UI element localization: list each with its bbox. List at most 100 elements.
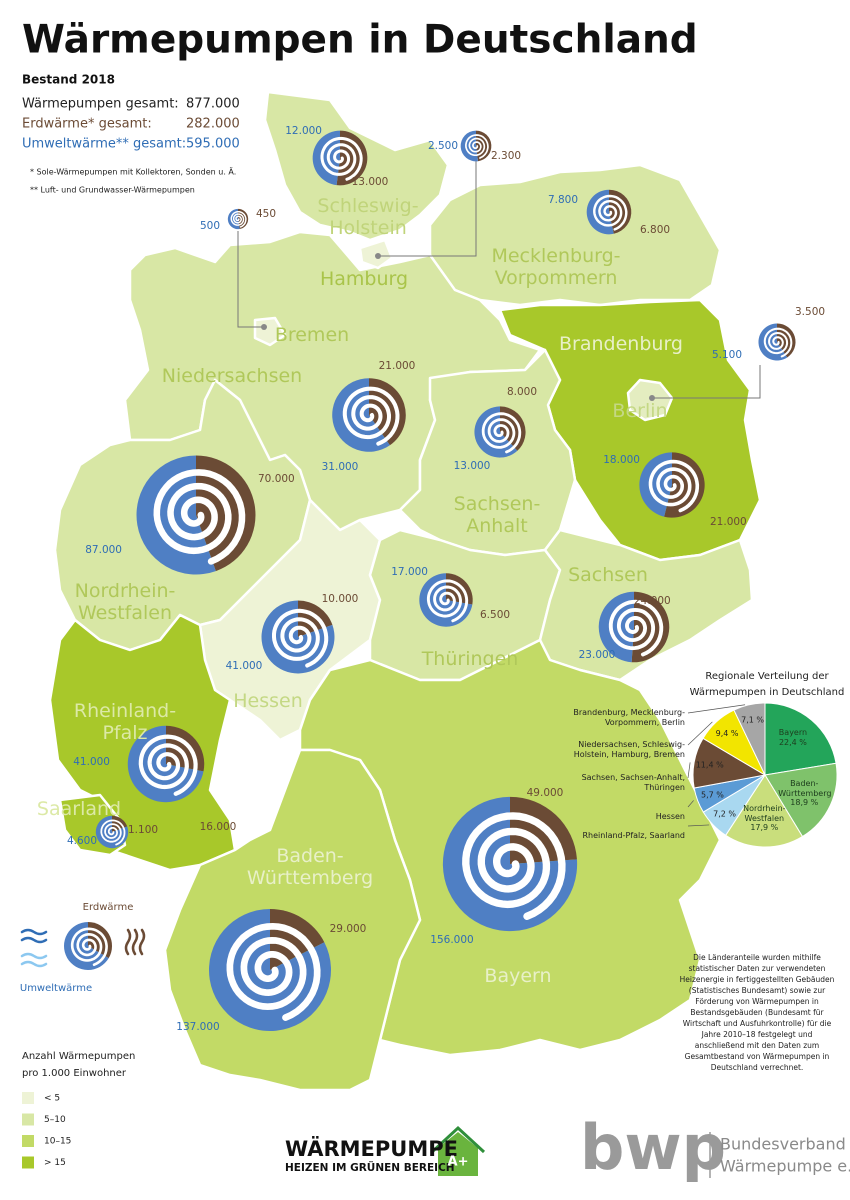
pie-value-label: 7,2 %	[713, 809, 736, 818]
pie-label: Nordrhein-Westfalen 17,9 %	[738, 804, 790, 833]
legend-class-label: 10–15	[44, 1137, 71, 1147]
wave-icon	[20, 928, 48, 936]
state-pie	[332, 378, 406, 452]
umwelt-label: 31.000	[322, 461, 359, 473]
state-pie	[227, 208, 249, 230]
pie-value-label: 18,9 %	[790, 798, 819, 808]
legend-swatch	[22, 1156, 34, 1169]
state-name: Bremen	[274, 324, 350, 346]
erd-label: 29.000	[330, 923, 367, 935]
state-name: Berlin	[612, 400, 668, 422]
leader-lines	[237, 158, 761, 401]
pie-category: Brandenburg, Mecklenburg-Vorpommern, Ber…	[573, 708, 685, 727]
campaign-badge: A+	[448, 1155, 469, 1170]
umwelt-label: 41.000	[73, 756, 110, 768]
pie-spiral	[100, 819, 126, 846]
umwelt-label: 500	[200, 220, 220, 232]
bwp-name: Wärmepumpe e.V.	[720, 1157, 850, 1176]
legend-erdwaerme: Erdwärme	[83, 902, 134, 913]
pie-category: Niedersachsen, Schleswig-Holstein, Hambu…	[573, 740, 685, 759]
pie-spiral	[230, 210, 247, 228]
pie-label: Baden-Württemberg 18,9 %	[778, 779, 831, 808]
pie-slice	[733, 702, 766, 776]
total-value: 877.000	[186, 97, 240, 112]
umwelt-label: 2.500	[428, 140, 458, 152]
legend-title: Anzahl Wärmepumpen pro 1.000 Einwohner	[22, 1051, 136, 1079]
pie-category: Bayern	[778, 728, 808, 738]
state-pie	[312, 130, 368, 186]
legend-swatch	[22, 1113, 34, 1126]
leader-line	[378, 158, 477, 257]
erd-label: 6.800	[640, 224, 670, 236]
erd-label: 21.000	[710, 516, 747, 528]
state-name: Brandenburg	[559, 333, 683, 355]
umwelt-label: 12.000	[285, 125, 322, 137]
state-name: Bayern	[484, 965, 552, 987]
state-pie	[261, 600, 335, 674]
bwp-logo: bwp	[580, 1111, 726, 1184]
state-pie	[127, 725, 205, 803]
pie-value-label: 11,4 %	[696, 761, 724, 770]
pie-spiral	[271, 608, 329, 668]
state-pie	[460, 130, 492, 162]
pie-category: Hessen	[655, 811, 685, 821]
state-pie	[598, 591, 670, 663]
heat-icon	[124, 928, 132, 956]
umwelt-label: 17.000	[391, 566, 428, 578]
pie-value-label: 9,4 %	[716, 729, 739, 738]
bwp-name: Bundesverband	[720, 1135, 846, 1154]
erd-label: 6.500	[480, 609, 510, 621]
umwelt-label: 87.000	[85, 544, 122, 556]
pie-spiral	[70, 927, 108, 967]
title: Wärmepumpen in Deutschland	[22, 18, 698, 63]
total-label: Umweltwärme** gesamt:	[22, 137, 186, 152]
erd-label: 70.000	[258, 473, 295, 485]
total-label: Wärmepumpen gesamt:	[22, 97, 179, 112]
erd-label: 13.000	[352, 176, 389, 188]
erd-label: 16.000	[200, 821, 237, 833]
subtitle: Bestand 2018	[22, 73, 115, 87]
legend-swatch	[22, 1092, 34, 1104]
legend-umweltwaerme: Umweltwärme	[20, 983, 92, 994]
pie-spiral	[763, 327, 793, 358]
pie-slice-umweltwaerme	[136, 455, 216, 575]
pie-category: Rheinland-Pfalz, Saarland	[582, 830, 686, 840]
footnote: * Sole-Wärmepumpen mit Kollektoren, Sond…	[30, 167, 236, 177]
wave-icon	[20, 952, 48, 960]
pie-slice-erdwaerme	[270, 908, 325, 970]
logo-roof	[430, 1125, 486, 1154]
pie-spiral	[138, 734, 198, 796]
pie-slice-erdwaerme	[112, 815, 128, 832]
state-pie	[208, 908, 332, 1032]
pie-category: Nordrhein-Westfalen	[743, 804, 786, 823]
legend-class-label: 5–10	[44, 1115, 66, 1125]
pie-leader	[687, 704, 746, 714]
state-area	[428, 163, 722, 307]
leader-dot	[375, 253, 381, 259]
state-pie	[95, 815, 129, 849]
pie-spiral	[342, 386, 400, 446]
leader-dot	[649, 395, 655, 401]
state-name: Nordrhein-Westfalen	[74, 580, 176, 624]
pie-spiral	[153, 469, 246, 565]
state-pie	[758, 323, 796, 361]
state-pie	[136, 455, 256, 575]
umwelt-label: 23.000	[579, 649, 616, 661]
pie-slice	[764, 702, 837, 776]
leader-line	[652, 365, 761, 399]
state-name: Baden-Württemberg	[246, 845, 374, 889]
erd-label: 10.000	[322, 593, 359, 605]
note: Die Länderanteile wurden mithilfe statis…	[679, 953, 835, 1072]
state-name: Saarland	[36, 798, 122, 820]
chart-title: Regionale Verteilung der Wärmepumpen in …	[689, 671, 845, 698]
pie-leader	[687, 721, 713, 746]
total-label: Erdwärme* gesamt:	[22, 117, 152, 132]
state-pie	[474, 406, 526, 458]
leader-line	[237, 231, 264, 328]
pie-spiral	[593, 194, 628, 231]
pie-spiral	[465, 134, 489, 159]
legend-class-label: < 5	[44, 1094, 60, 1104]
umwelt-label: 4.600	[67, 835, 97, 847]
